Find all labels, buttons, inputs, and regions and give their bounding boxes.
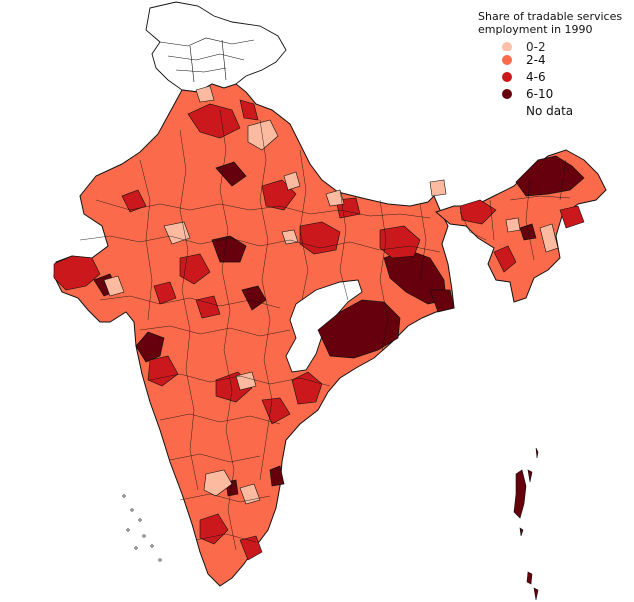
nodata-internal-lines (159, 37, 255, 83)
legend-swatch-0-2 (502, 42, 512, 51)
legend-swatch-6-10 (502, 88, 512, 99)
legend-item-4-6: 4-6 (478, 68, 630, 85)
red-clusters (53, 99, 585, 561)
legend-label-4-6: 4-6 (526, 69, 546, 84)
legend-title: Share of tradable services employment in… (478, 10, 623, 36)
legend-items: 0-2 2-4 4-6 6-10 No data (478, 42, 630, 119)
legend-label-no-data: No data (526, 103, 574, 118)
legend-item-2-4: 2-4 (478, 51, 630, 68)
district-boundaries (79, 109, 571, 551)
map-legend: Share of tradable services employment in… (478, 10, 630, 119)
nodata-region-north (145, 1, 287, 93)
andaman-nicobar-islands (513, 447, 539, 601)
legend-item-no-data: No data (478, 102, 630, 119)
legend-item-0-2: 0-2 (478, 42, 630, 51)
northeast-india (435, 149, 607, 303)
dark-clusters (93, 155, 585, 497)
legend-label-2-4: 2-4 (526, 52, 546, 67)
light-clusters (103, 85, 559, 505)
legend-swatch-4-6 (502, 71, 512, 82)
legend-swatch-2-4 (502, 54, 512, 65)
lakshadweep-islands (122, 494, 162, 562)
legend-item-6-10: 6-10 (478, 85, 630, 102)
legend-label-6-10: 6-10 (526, 86, 554, 101)
legend-label-0-2: 0-2 (526, 42, 546, 51)
legend-swatch-no-data (502, 105, 512, 116)
